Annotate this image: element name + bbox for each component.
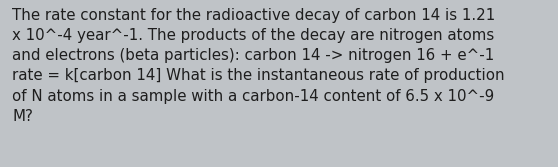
Text: The rate constant for the radioactive decay of carbon 14 is 1.21
x 10^-4 year^-1: The rate constant for the radioactive de…	[12, 8, 505, 124]
